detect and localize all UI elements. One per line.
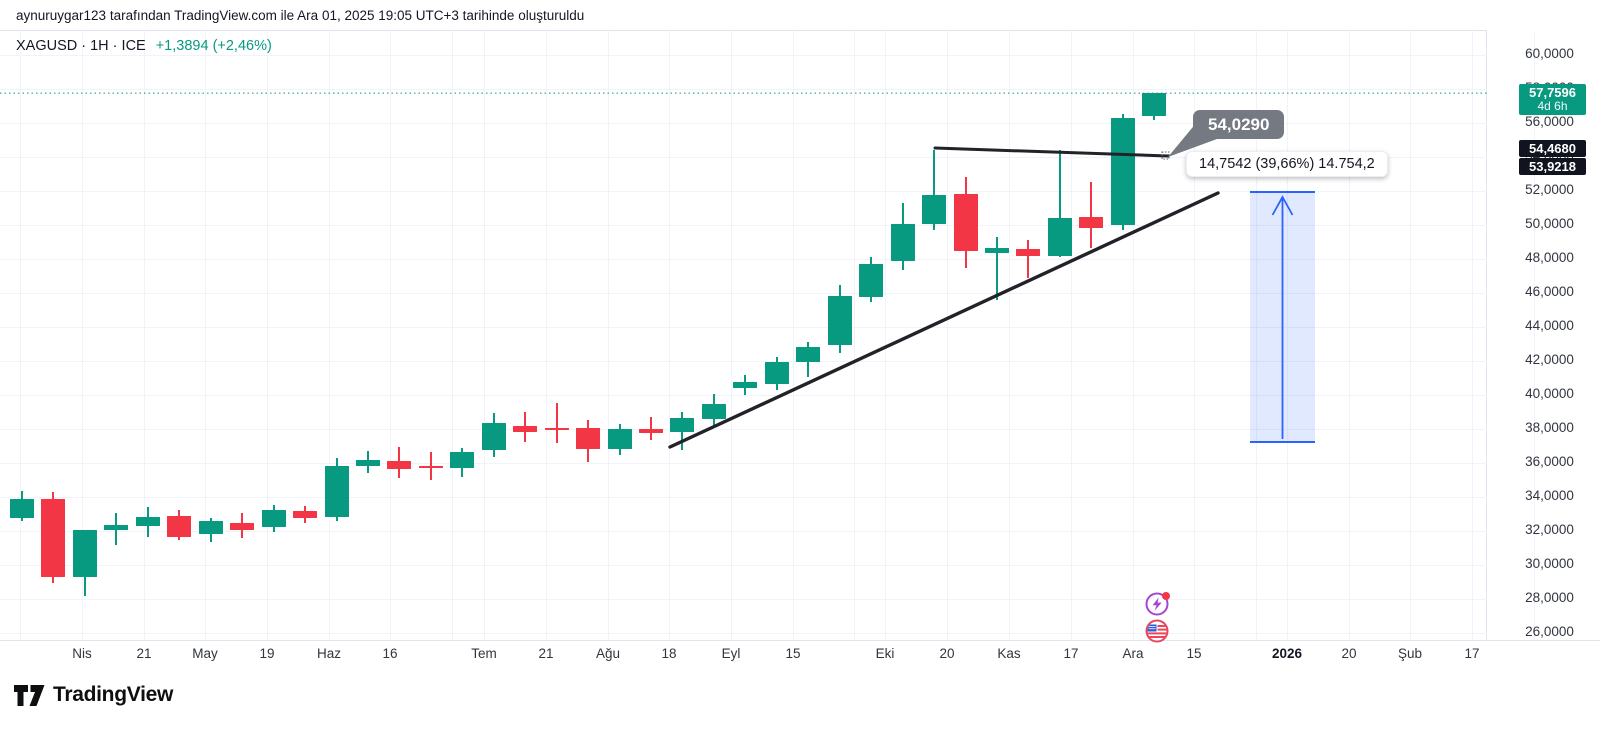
price-tick-label: 44,0000 (1525, 318, 1574, 333)
time-axis-separator (0, 640, 1600, 641)
time-tick-label: Kas (997, 646, 1021, 661)
time-tick-label: Nis (72, 646, 92, 661)
time-tick-label: 17 (1464, 646, 1480, 661)
drawing-price-callout: 54,0290 (1193, 110, 1285, 139)
time-tick-label: 20 (1341, 646, 1357, 661)
trendline-price-badge-high: 54,4680 (1519, 140, 1586, 157)
price-tick-label: 38,0000 (1525, 420, 1574, 435)
attribution-text: aynuruygar123 tarafından TradingView.com… (16, 8, 585, 23)
time-tick-label: 2026 (1271, 646, 1303, 661)
price-tick-label: 50,0000 (1525, 216, 1574, 231)
tradingview-logo-icon (14, 684, 45, 706)
price-tick-label: 46,0000 (1525, 284, 1574, 299)
price-tick-label: 56,0000 (1525, 114, 1574, 129)
time-tick-label: 15 (785, 646, 801, 661)
last-price-badge: 57,7596 4d 6h (1519, 84, 1586, 115)
time-tick-label: 18 (661, 646, 677, 661)
price-tick-label: 36,0000 (1525, 454, 1574, 469)
price-tick-label: 60,0000 (1525, 46, 1574, 61)
symbol-change: +1,3894 (+2,46%) (155, 38, 272, 54)
symbol-title: XAGUSD · 1H · ICE (16, 38, 146, 54)
time-tick-label: Ara (1122, 646, 1144, 661)
price-tick-label: 28,0000 (1525, 590, 1574, 605)
time-tick-label: 16 (382, 646, 398, 661)
time-tick-label: 20 (939, 646, 955, 661)
time-tick-label: Şub (1397, 646, 1423, 661)
time-tick-label: 17 (1063, 646, 1079, 661)
time-tick-label: Ağu (595, 646, 621, 661)
last-price-value: 57,7596 (1529, 85, 1576, 100)
price-tick-label: 32,0000 (1525, 522, 1574, 537)
time-tick-label: 19 (259, 646, 275, 661)
time-tick-label: 21 (538, 646, 554, 661)
price-tick-label: 30,0000 (1525, 556, 1574, 571)
brand-name: TradingView (53, 683, 174, 706)
time-tick-label: Tem (471, 646, 497, 661)
economic-calendar-icon[interactable] (1142, 616, 1173, 647)
symbol-legend[interactable]: XAGUSD · 1H · ICE +1,3894 (+2,46%) (16, 38, 272, 54)
trendline-price-badge-low: 53,9218 (1519, 157, 1586, 175)
price-tick-label: 40,0000 (1525, 386, 1574, 401)
brand-footer[interactable]: TradingView (14, 683, 173, 707)
bar-countdown: 4d 6h (1537, 99, 1568, 113)
time-tick-label: 15 (1186, 646, 1202, 661)
time-tick-label: Eki (875, 646, 895, 661)
chart-pane[interactable] (0, 30, 1487, 640)
v-gridline (1534, 31, 1535, 640)
time-tick-label: 21 (136, 646, 152, 661)
price-tick-label: 42,0000 (1525, 352, 1574, 367)
flash-events-icon[interactable] (1142, 588, 1173, 619)
measure-tooltip: 14,7542 (39,66%) 14.754,2 (1186, 151, 1388, 177)
price-tick-label: 52,0000 (1525, 182, 1574, 197)
price-tick-label: 48,0000 (1525, 250, 1574, 265)
time-tick-label: Eyl (721, 646, 741, 661)
time-tick-label: Haz (316, 646, 342, 661)
price-tick-label: 26,0000 (1525, 624, 1574, 639)
time-tick-label: May (192, 646, 218, 661)
price-tick-label: 34,0000 (1525, 488, 1574, 503)
